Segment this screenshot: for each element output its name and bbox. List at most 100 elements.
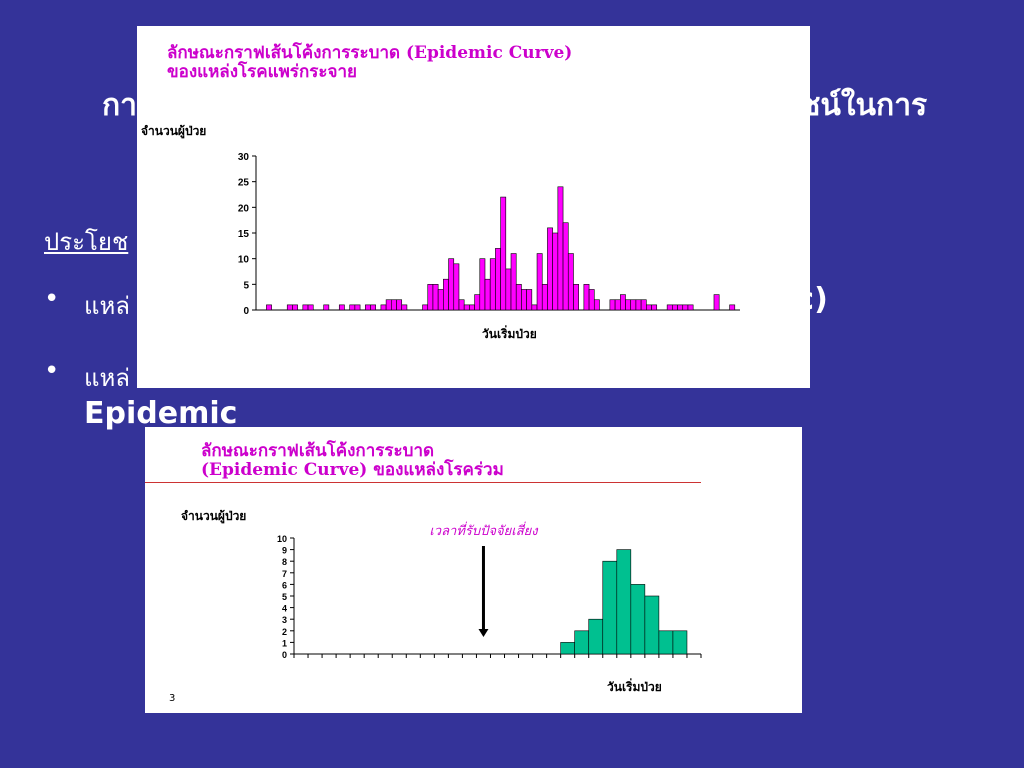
chart1-bar bbox=[531, 304, 538, 311]
chart1-bar bbox=[729, 304, 736, 311]
chart1-bar bbox=[620, 294, 626, 311]
chart1-svg: 0 5 10 15 20 25 30 จำนวนผู้ป่วยวันเริ่มป่วย bbox=[141, 124, 740, 341]
chart1-bar bbox=[489, 258, 496, 311]
bullet1-text-left: แหล่ bbox=[84, 292, 130, 320]
chart1-bar bbox=[422, 304, 429, 311]
chart1-bar bbox=[453, 263, 460, 311]
chart2-bar bbox=[560, 642, 575, 655]
chart2-y-tick-label: 0 bbox=[282, 650, 287, 660]
slide-title-left: กา bbox=[102, 88, 138, 123]
chart2-y-tick-label: 1 bbox=[282, 638, 287, 648]
chart1-bar bbox=[391, 299, 397, 311]
chart1-bar bbox=[635, 299, 642, 311]
chart1-bar bbox=[307, 304, 314, 311]
chart1-bar bbox=[354, 304, 361, 311]
chart1-bar bbox=[687, 304, 694, 311]
chart1-bar bbox=[536, 253, 543, 311]
chart2-bar bbox=[672, 630, 688, 655]
chart2-y-tick-label: 10 bbox=[277, 534, 287, 544]
chart1-bar bbox=[682, 304, 689, 311]
chart1-bar bbox=[443, 278, 449, 311]
bullet2-text-line2: Epidemic bbox=[84, 396, 238, 431]
chart2-y-tick-label: 9 bbox=[282, 546, 287, 556]
chart1-bar bbox=[713, 294, 720, 311]
chart2-y-tick-label: 4 bbox=[282, 604, 287, 614]
chart1-bar bbox=[614, 299, 621, 311]
chart2-y-tick-label: 2 bbox=[282, 627, 287, 637]
bullet2-text-left: แหล่ bbox=[84, 364, 130, 392]
chart1-bar bbox=[349, 304, 356, 311]
chart1-bar bbox=[515, 284, 522, 311]
chart1-bar bbox=[672, 304, 678, 311]
chart1-bar bbox=[541, 284, 548, 311]
chart1-bar bbox=[380, 304, 387, 311]
chart1-bar bbox=[458, 299, 465, 311]
chart1-bar bbox=[302, 304, 309, 311]
chart1-bar bbox=[469, 304, 475, 311]
chart1-bar bbox=[338, 304, 345, 311]
chart2-bar bbox=[616, 549, 632, 655]
chart2-bar bbox=[574, 630, 590, 655]
chart1-bar bbox=[557, 186, 564, 311]
chart1-bar bbox=[573, 284, 579, 311]
chart1-bar bbox=[292, 304, 298, 311]
chart2-y-tick-label: 6 bbox=[282, 580, 287, 590]
chart1-bar bbox=[630, 299, 637, 311]
chart1-bar bbox=[526, 289, 533, 311]
chart2-y-tick-label: 3 bbox=[282, 615, 287, 625]
chart1-y-tick-label: 15 bbox=[238, 229, 250, 240]
chart1-bar bbox=[500, 196, 507, 311]
chart2-title-line1: ลักษณะกราฟเส้นโค้งการระบาด bbox=[201, 441, 435, 461]
chart2-y-tick-label: 5 bbox=[282, 592, 287, 602]
chart2-y-axis-label: จำนวนผู้ป่วย bbox=[181, 509, 246, 524]
chart1-bar bbox=[437, 289, 444, 311]
chart2-title-rule bbox=[145, 482, 701, 483]
chart1-bar bbox=[385, 299, 392, 311]
chart2-svg: 0 12 34 5 67 89 10 จำนวนผู้ป่วยวันเริ่มป่วย เวลา… bbox=[181, 509, 702, 694]
chart1-bar bbox=[427, 284, 434, 311]
chart1-y-tick-label: 5 bbox=[243, 280, 249, 291]
chart1-bar bbox=[495, 248, 501, 311]
chart1-bar bbox=[547, 227, 553, 311]
bullet-dot-1: • bbox=[44, 284, 60, 314]
chart1-y-tick-label: 10 bbox=[238, 255, 250, 266]
chart1-bar bbox=[588, 289, 595, 311]
epidemic-curve-common-source-panel: ลักษณะกราฟเส้นโค้งการระบาด (Epidemic Cur… bbox=[145, 427, 802, 713]
chart2-y-tick-label: 8 bbox=[282, 557, 287, 567]
chart1-bar bbox=[323, 304, 330, 311]
chart1-y-tick-label: 0 bbox=[243, 306, 249, 317]
chart1-y-tick-label: 25 bbox=[238, 178, 250, 189]
chart1-bar bbox=[567, 253, 574, 311]
chart1-bar bbox=[484, 278, 491, 311]
chart2-annotation-arrowhead bbox=[478, 629, 489, 637]
chart2-bar bbox=[602, 560, 618, 655]
chart1-title-line1: ลักษณะกราฟเส้นโค้งการระบาด (Epidemic Cur… bbox=[167, 43, 573, 63]
page-number: 3 bbox=[169, 693, 176, 704]
chart1-bar bbox=[432, 284, 439, 311]
chart2-title-line2: (Epidemic Curve) ของแหล่งโรคร่วม bbox=[201, 460, 504, 480]
chart1-bar bbox=[463, 304, 470, 311]
chart1-bar bbox=[583, 284, 590, 311]
chart2-bar bbox=[658, 630, 674, 655]
chart2-annotation-label: เวลาที่รับปัจจัยเสี่ยง bbox=[429, 521, 539, 539]
chart1-bar bbox=[666, 304, 673, 311]
epidemic-curve-propagated-panel: ลักษณะกราฟเส้นโค้งการระบาด (Epidemic Cur… bbox=[137, 26, 810, 388]
chart1-bar bbox=[646, 304, 652, 311]
chart1-bar bbox=[562, 222, 569, 311]
chart1-bar bbox=[396, 299, 403, 311]
chart1-bar bbox=[286, 304, 293, 311]
chart1-bar bbox=[364, 304, 371, 311]
chart1-bar bbox=[448, 258, 455, 311]
chart1-y-axis-label: จำนวนผู้ป่วย bbox=[141, 124, 206, 139]
chart2-bar bbox=[644, 595, 660, 655]
chart1-bar bbox=[677, 304, 684, 311]
chart1-bar bbox=[521, 289, 527, 311]
chart1-bar bbox=[266, 304, 272, 311]
slide-title-right: ชน์ในการ bbox=[800, 88, 928, 123]
chart2-bar bbox=[630, 584, 646, 655]
chart1-bar bbox=[593, 299, 600, 311]
chart1-bar bbox=[401, 304, 408, 311]
chart1-bar bbox=[479, 258, 486, 311]
chart1-y-tick-label: 20 bbox=[238, 203, 250, 214]
chart1-bar bbox=[651, 304, 658, 311]
